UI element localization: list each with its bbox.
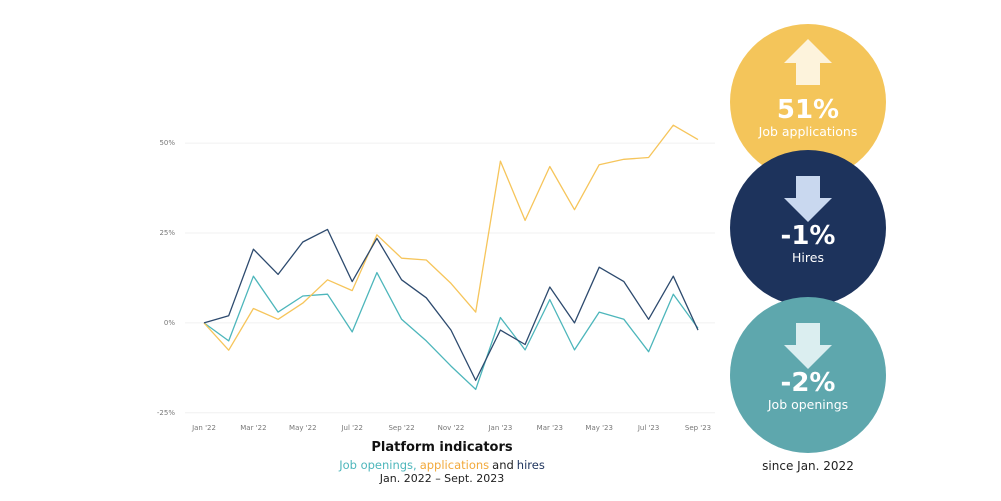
series-line — [203, 124, 699, 351]
y-tick-label: 25% — [159, 229, 175, 237]
series-line — [203, 228, 699, 382]
x-tick-label: May '23 — [585, 424, 613, 432]
y-tick-label: -25% — [157, 409, 175, 417]
highlight-label: Hires — [792, 250, 824, 265]
x-tick-label: Nov '22 — [438, 424, 465, 432]
highlight-value: 51% — [777, 95, 839, 125]
highlight-arrow — [784, 323, 832, 369]
x-tick-label: Jan '22 — [191, 424, 216, 432]
y-tick-label: 0% — [164, 319, 175, 327]
x-tick-label: Jan '23 — [487, 424, 512, 432]
highlight-circle — [730, 24, 886, 180]
highlight-circle — [730, 150, 886, 306]
highlight-label: Job applications — [758, 124, 858, 139]
x-tick-label: Mar '22 — [240, 424, 266, 432]
chart-title: Platform indicators — [371, 440, 513, 455]
subtitle-part: , — [413, 458, 417, 472]
x-tick-label: Sep '23 — [685, 424, 711, 432]
chart-period: Jan. 2022 – Sept. 2023 — [379, 472, 504, 485]
chart-subtitle: Job openings, applications and hires — [338, 458, 545, 472]
series-line — [203, 271, 699, 391]
x-tick-label: Mar '23 — [537, 424, 563, 432]
subtitle-part: applications — [420, 458, 489, 472]
highlight-arrow — [784, 39, 832, 85]
subtitle-part: hires — [517, 458, 545, 472]
note: since Jan. 2022 — [762, 459, 854, 473]
y-tick-label: 50% — [159, 139, 175, 147]
x-tick-label: Jul '23 — [637, 424, 660, 432]
highlight-arrow — [784, 176, 832, 222]
x-tick-label: Jul '22 — [340, 424, 363, 432]
x-tick-label: May '22 — [289, 424, 317, 432]
highlight-circle — [730, 297, 886, 453]
x-tick-label: Sep '22 — [388, 424, 414, 432]
highlight-label: Job openings — [767, 397, 848, 412]
subtitle-part: and — [492, 458, 514, 472]
highlight-value: -2% — [781, 368, 836, 398]
highlight-value: -1% — [781, 221, 836, 251]
subtitle-part: Job openings — [338, 458, 413, 472]
